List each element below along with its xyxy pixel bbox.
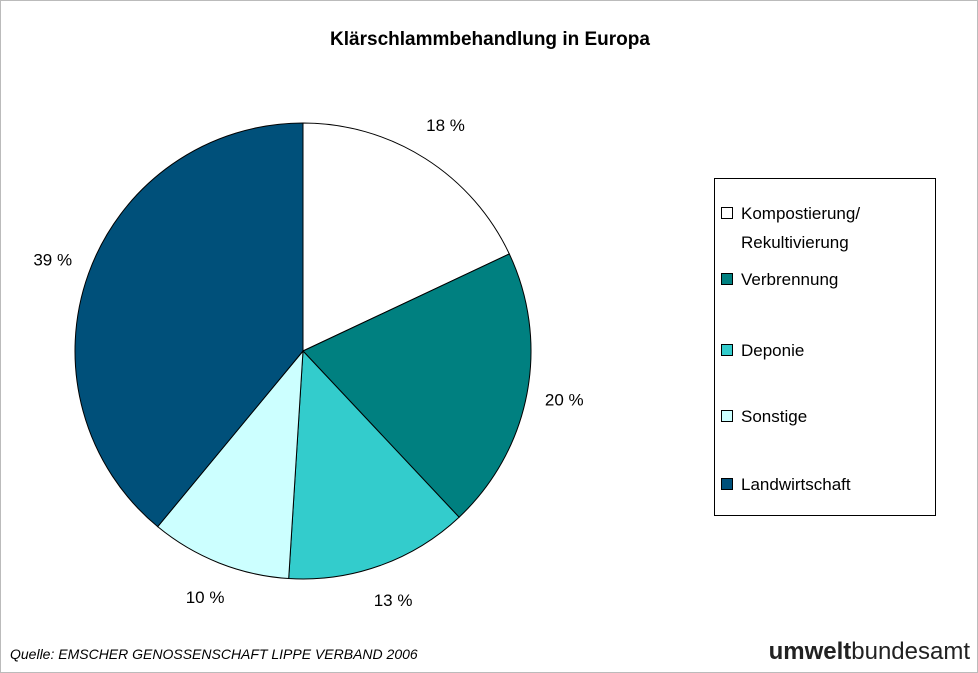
legend-label: Deponie (741, 341, 805, 360)
legend-item: Verbrennung (721, 265, 838, 294)
legend-swatch (721, 478, 733, 490)
data-label: 10 % (186, 588, 225, 607)
legend-swatch (721, 207, 733, 219)
legend: Kompostierung/ Rekultivierung Verbrennung… (714, 178, 936, 516)
legend-label: Sonstige (741, 407, 808, 426)
pie-slice (156, 349, 304, 580)
legend-swatch (721, 410, 733, 422)
logo-bold: umwelt (768, 638, 852, 665)
legend-item: Landwirtschaft (721, 470, 851, 499)
legend-swatch (721, 273, 733, 285)
legend-label: Kompostierung/ Rekultivierung (741, 204, 861, 252)
data-label: 39 % (33, 250, 72, 269)
logo-rest: bundesamt (851, 638, 970, 665)
logo: umweltbundesamt (769, 638, 970, 666)
legend-label: Landwirtschaft (741, 475, 851, 494)
source: Quelle: EMSCHER GENOSSENSCHAFT LIPPE VER… (10, 646, 418, 662)
legend-item: Deponie (721, 336, 804, 365)
data-label: 13 % (374, 591, 413, 610)
pie-slice (302, 253, 532, 518)
pie-slice (288, 349, 460, 580)
legend-label: Verbrennung (741, 270, 839, 289)
legend-item: Sonstige (721, 402, 807, 431)
legend-item: Kompostierung/ Rekultivierung (721, 199, 860, 257)
legend-swatch (721, 344, 733, 356)
data-label: 18 % (426, 116, 465, 135)
data-label: 20 % (545, 390, 584, 409)
pie-slice (74, 122, 304, 528)
pie-slice (302, 122, 510, 352)
chart-title: Klärschlammbehandlung in Europa (330, 29, 650, 50)
